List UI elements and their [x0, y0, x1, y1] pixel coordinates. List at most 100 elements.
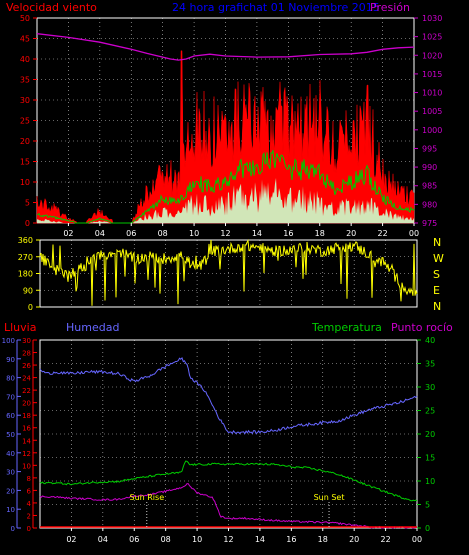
pressure-tick-label: 980	[422, 200, 437, 209]
time-tick-label: 04	[98, 535, 108, 544]
humidity-tick-label: 60	[6, 412, 15, 420]
humidity-axis: 0 10 20 30 40 50 60 70 80 90 100	[2, 337, 21, 533]
time-tick-label: 14	[252, 229, 262, 238]
time-tick-label: 12	[223, 535, 233, 544]
rain-tick-label: 30	[22, 337, 31, 345]
humidity-tick-label: 40	[6, 450, 15, 458]
temperature-panel-grid	[40, 340, 417, 528]
rain-tick-label: 22	[22, 387, 31, 395]
time-tick-label: 10	[189, 229, 199, 238]
wind-average-line	[36, 149, 415, 224]
wind-tick-label: 40	[20, 55, 30, 64]
temperature-tick-label: 20	[425, 430, 435, 439]
pressure-tick-label: 995	[422, 144, 437, 153]
rain-tick-label: 12	[22, 450, 31, 458]
direction-panel-grid	[40, 240, 417, 307]
time-tick-label: 20	[346, 229, 356, 238]
time-tick-label: 02	[66, 535, 76, 544]
pressure-tick-label: 990	[422, 163, 437, 172]
temperature-tick-label: 15	[425, 454, 435, 463]
time-tick-label: 06	[126, 229, 136, 238]
wind-panel-data	[36, 33, 415, 224]
time-tick-label: 00	[412, 535, 422, 544]
pressure-tick-label: 975	[422, 219, 437, 228]
temperature-tick-label: 30	[425, 383, 435, 392]
time-tick-label: 00	[409, 229, 419, 238]
humidity-tick-label: 70	[6, 393, 15, 401]
dewpoint-label: Punto rocío	[391, 321, 453, 334]
direction-tick-label: 0	[28, 303, 33, 312]
rain-tick-label: 20	[22, 400, 31, 408]
temperature-time-axis: 02 04 06 08 10 12 14 16 18 20 22 00	[66, 528, 422, 544]
rain-tick-label: 2	[27, 512, 31, 520]
wind-tick-label: 35	[20, 76, 30, 85]
wind-tick-label: 0	[25, 219, 30, 228]
wind-time-axis: 02 04 06 08 10 12 14 16 18 20 22 00	[63, 223, 419, 238]
compass-labels: N W S E N	[433, 236, 444, 313]
compass-s: S	[433, 268, 440, 281]
temperature-line	[39, 460, 418, 502]
wind-speed-label: Velocidad viento	[6, 1, 97, 14]
dewpoint-line	[39, 483, 418, 529]
time-tick-label: 08	[158, 229, 168, 238]
humidity-line	[39, 356, 418, 435]
humidity-label: Humedad	[66, 321, 119, 334]
rain-tick-label: 0	[27, 525, 31, 533]
rain-label: Lluvia	[4, 321, 36, 334]
wind-tick-label: 25	[20, 117, 30, 126]
pressure-tick-label: 1015	[422, 70, 442, 79]
temperature-label: Temperatura	[311, 321, 382, 334]
sun-rise-label: Sun Rise	[129, 493, 164, 502]
direction-tick-label: 90	[23, 286, 33, 295]
time-tick-label: 16	[286, 535, 296, 544]
direction-panel-data	[39, 238, 418, 306]
time-tick-label: 18	[315, 229, 325, 238]
time-tick-label: 18	[318, 535, 328, 544]
humidity-tick-label: 20	[6, 487, 15, 495]
pressure-tick-label: 1025	[422, 33, 442, 42]
sun-annotations: Sun Rise Sun Set	[129, 493, 344, 528]
humidity-tick-label: 30	[6, 469, 15, 477]
time-tick-label: 22	[377, 229, 387, 238]
temperature-tick-label: 35	[425, 360, 435, 369]
humidity-tick-label: 10	[6, 506, 15, 514]
direction-axis: 0 90 180 270 360	[18, 236, 40, 312]
rain-tick-label: 10	[22, 462, 31, 470]
pressure-tick-label: 1030	[422, 14, 442, 23]
temperature-tick-label: 25	[425, 407, 435, 416]
rain-tick-label: 18	[22, 412, 31, 420]
compass-n-bottom: N	[433, 300, 441, 313]
wind-tick-label: 15	[20, 158, 30, 167]
time-tick-label: 08	[161, 535, 171, 544]
rain-tick-label: 6	[27, 487, 32, 495]
compass-n-top: N	[433, 236, 441, 249]
temperature-panel-data	[39, 356, 418, 529]
chart-title: 24 hora grafichat 01 Noviembre 2015	[172, 1, 380, 14]
temperature-tick-label: 40	[425, 336, 435, 345]
time-tick-label: 14	[255, 535, 265, 544]
wind-tick-label: 45	[20, 35, 30, 44]
pressure-tick-label: 985	[422, 182, 437, 191]
humidity-tick-label: 90	[6, 356, 15, 364]
pressure-axis: 975 980 985 990 995 1000 1005 1010 1015 1020 1025 1…	[414, 14, 442, 228]
wind-tick-label: 50	[20, 14, 30, 23]
wind-tick-label: 30	[20, 96, 30, 105]
wind-low-area	[37, 178, 414, 223]
pressure-tick-label: 1020	[422, 51, 442, 60]
temperature-tick-label: 10	[425, 477, 435, 486]
pressure-line	[36, 33, 415, 61]
pressure-label: Presión	[370, 1, 410, 14]
time-tick-label: 22	[380, 535, 390, 544]
time-tick-label: 02	[63, 229, 73, 238]
time-tick-label: 16	[283, 229, 293, 238]
wind-direction-trace	[39, 238, 418, 306]
wind-tick-label: 5	[25, 199, 30, 208]
direction-tick-label: 270	[18, 253, 33, 262]
wind-speed-axis: 0 5 10 15 20 25 30 35 40 45 50	[20, 14, 37, 228]
rain-tick-label: 24	[22, 375, 31, 383]
time-tick-label: 04	[95, 229, 105, 238]
time-tick-label: 10	[192, 535, 202, 544]
